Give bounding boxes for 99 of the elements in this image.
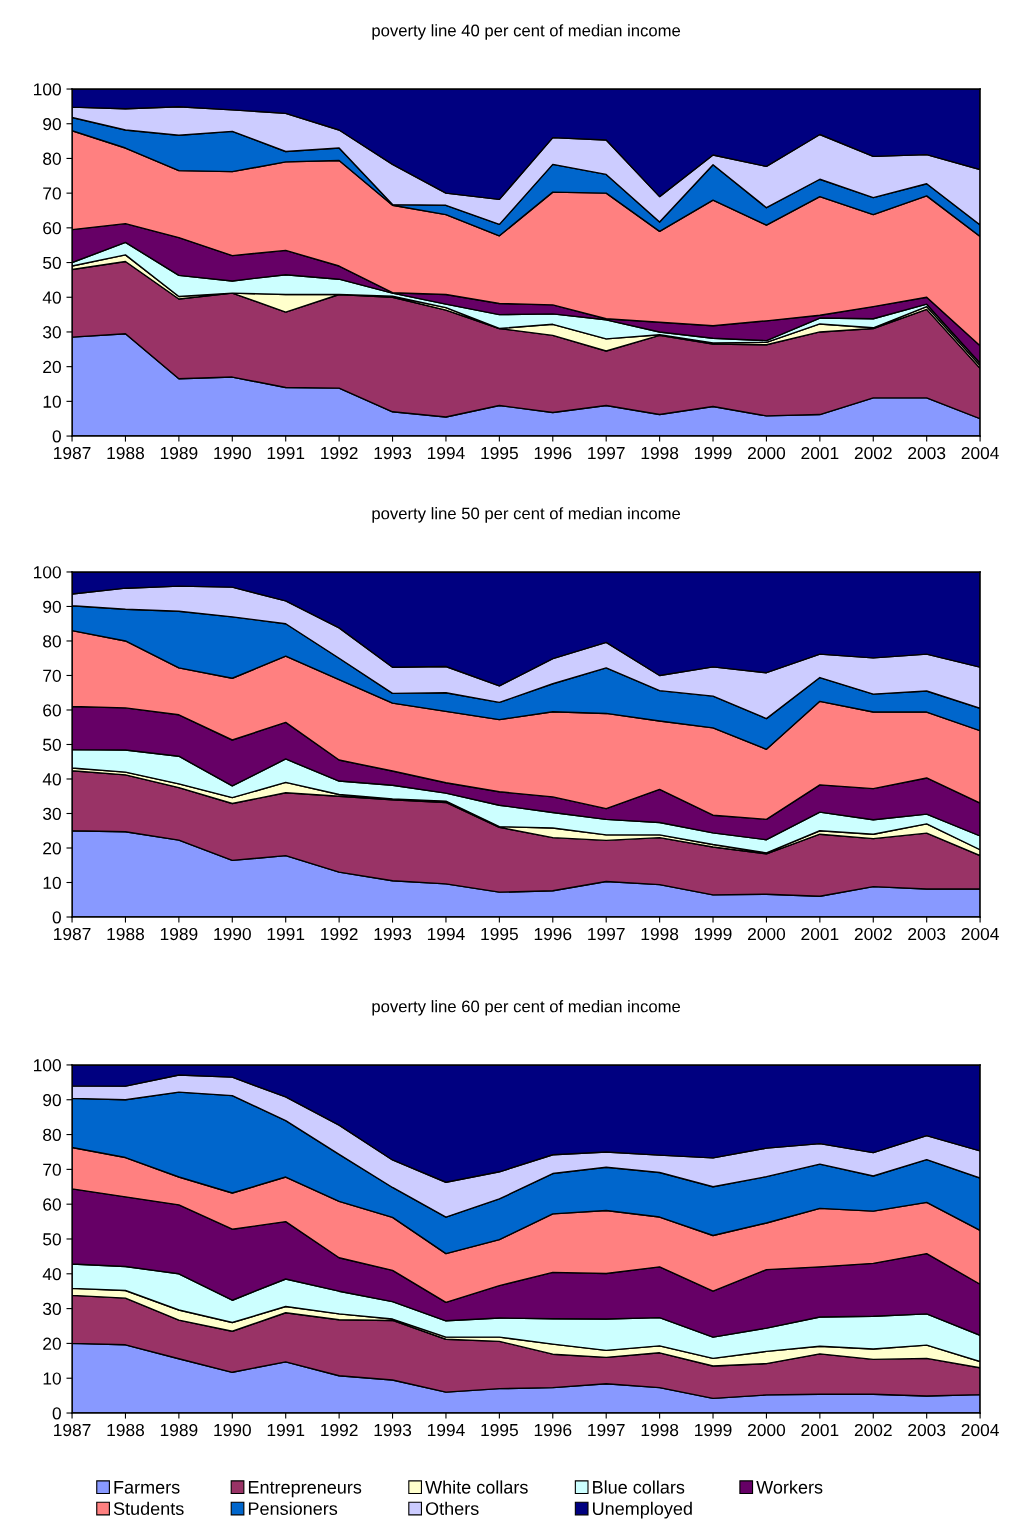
legend-label: Farmers <box>114 1481 180 1494</box>
legend-label: White collars <box>425 1480 528 1494</box>
x-tick-label: 1990 <box>214 446 251 460</box>
x-tick-label: 1995 <box>481 927 518 941</box>
y-tick-label: 90 <box>43 117 61 131</box>
y-tick-label: 80 <box>43 635 61 648</box>
x-tick-label: 1991 <box>267 446 305 460</box>
y-tick-label: 60 <box>43 704 61 717</box>
legend-label: Pensioners <box>248 1501 338 1516</box>
x-tick-label: 1994 <box>427 446 465 460</box>
chart-title: poverty line 40 per cent of median income <box>372 24 681 40</box>
y-tick-label: 100 <box>33 566 61 579</box>
y-tick-label: 20 <box>43 360 61 374</box>
y-tick-label: 0 <box>52 1407 61 1420</box>
legend-label: Others <box>425 1501 479 1516</box>
x-tick-label: 1998 <box>641 927 679 941</box>
x-tick-label: 1990 <box>214 1423 251 1437</box>
x-tick-label: 1996 <box>534 927 572 941</box>
x-tick-label: 2003 <box>908 446 946 460</box>
x-tick-label: 2001 <box>801 1423 839 1437</box>
x-tick-label: 1991 <box>267 1423 305 1437</box>
y-tick-label: 100 <box>33 1059 61 1072</box>
x-tick-label: 1993 <box>374 1423 412 1437</box>
y-tick-label: 50 <box>43 1233 61 1246</box>
y-tick-label: 20 <box>43 1337 61 1350</box>
x-tick-label: 1989 <box>160 1423 198 1437</box>
x-tick-label: 1989 <box>160 927 198 941</box>
y-tick-label: 10 <box>43 395 61 408</box>
x-tick-label: 1994 <box>427 927 465 941</box>
x-tick-label: 2002 <box>854 446 892 460</box>
x-tick-label: 1997 <box>588 927 625 941</box>
x-tick-label: 1992 <box>321 1423 358 1437</box>
y-tick-label: 90 <box>43 1093 61 1107</box>
y-tick-label: 30 <box>42 1302 61 1316</box>
y-tick-label: 50 <box>43 738 61 751</box>
legend-label: Workers <box>756 1480 823 1494</box>
y-tick-label: 70 <box>43 1163 61 1176</box>
y-tick-label: 100 <box>33 83 61 96</box>
x-tick-label: 1987 <box>54 927 91 941</box>
x-tick-label: 2004 <box>961 446 999 460</box>
x-tick-label: 2000 <box>748 446 786 460</box>
x-tick-label: 1996 <box>534 446 572 460</box>
y-tick-label: 40 <box>42 773 61 786</box>
x-tick-label: 1997 <box>588 446 625 460</box>
x-tick-label: 2004 <box>961 1423 999 1437</box>
chart-title: poverty line 50 per cent of median income <box>372 507 681 523</box>
x-tick-label: 1995 <box>481 446 518 460</box>
x-tick-label: 1995 <box>481 1423 518 1437</box>
x-tick-label: 1988 <box>107 927 145 941</box>
legend-label: Students <box>113 1501 184 1516</box>
x-tick-label: 2000 <box>748 1423 786 1437</box>
legend-label: Unemployed <box>592 1501 692 1519</box>
y-tick-label: 60 <box>43 222 61 235</box>
x-tick-label: 1988 <box>107 446 145 460</box>
x-tick-label: 1990 <box>214 927 251 941</box>
x-tick-label: 1992 <box>321 927 358 941</box>
y-tick-label: 10 <box>43 1372 61 1385</box>
x-tick-label: 2002 <box>854 1423 892 1437</box>
x-tick-label: 1996 <box>534 1423 572 1437</box>
y-tick-label: 80 <box>43 1128 61 1142</box>
chart-title: poverty line 60 per cent of median income <box>372 1000 681 1016</box>
y-tick-label: 90 <box>43 600 61 613</box>
x-tick-label: 1999 <box>695 927 732 941</box>
x-tick-label: 1989 <box>160 446 198 460</box>
y-tick-label: 0 <box>52 430 61 443</box>
legend-label: Entrepreneurs <box>248 1481 362 1498</box>
y-tick-label: 60 <box>43 1198 61 1211</box>
x-tick-label: 1991 <box>267 927 305 941</box>
legend-label: Blue collars <box>593 1480 685 1494</box>
x-tick-label: 2001 <box>801 446 839 460</box>
y-tick-label: 0 <box>52 911 61 924</box>
x-tick-label: 2001 <box>801 927 839 941</box>
y-tick-label: 70 <box>43 669 61 682</box>
y-tick-label: 30 <box>42 807 61 820</box>
x-tick-label: 2003 <box>908 927 946 941</box>
x-tick-label: 2000 <box>748 927 786 941</box>
x-tick-label: 2003 <box>908 1423 946 1437</box>
x-tick-label: 1993 <box>374 446 412 460</box>
x-tick-label: 1994 <box>427 1423 465 1437</box>
y-tick-label: 40 <box>42 1267 61 1281</box>
y-tick-label: 40 <box>42 291 61 304</box>
x-tick-label: 1993 <box>374 927 412 941</box>
x-tick-label: 1992 <box>321 446 358 460</box>
x-tick-label: 1999 <box>695 1423 732 1437</box>
x-tick-label: 1998 <box>641 1423 679 1437</box>
x-tick-label: 1987 <box>54 1423 91 1437</box>
y-tick-label: 30 <box>42 326 61 339</box>
x-tick-label: 1998 <box>641 446 679 460</box>
x-tick-label: 1999 <box>695 446 732 460</box>
y-tick-label: 80 <box>43 152 61 165</box>
x-tick-label: 1988 <box>107 1423 145 1437</box>
y-tick-label: 70 <box>43 187 61 200</box>
y-tick-label: 50 <box>43 256 61 270</box>
y-tick-label: 20 <box>43 842 61 855</box>
x-tick-label: 2004 <box>961 927 999 941</box>
x-tick-label: 1987 <box>54 446 91 460</box>
x-tick-label: 1997 <box>588 1423 625 1437</box>
x-tick-label: 2002 <box>854 927 892 941</box>
y-tick-label: 10 <box>43 876 61 889</box>
